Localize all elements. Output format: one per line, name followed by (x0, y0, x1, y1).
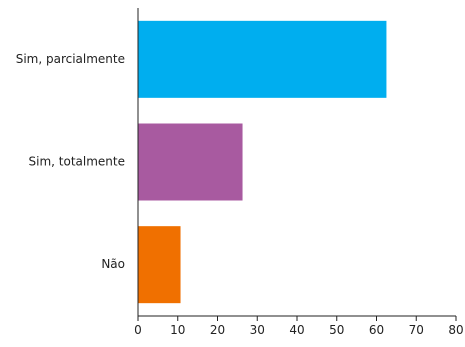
category-label-nao: Não (101, 257, 125, 271)
bars-group (138, 20, 387, 304)
x-tick-label-0: 0 (134, 323, 142, 337)
category-labels: Sim, parcialmente Sim, totalmente Não (16, 52, 125, 271)
x-axis-ticks: 0 10 20 30 40 50 60 70 80 (134, 316, 464, 337)
x-tick-label-20: 20 (210, 323, 225, 337)
bar-sim-totalmente (138, 123, 243, 201)
x-tick-label-60: 60 (369, 323, 384, 337)
x-tick-label-40: 40 (289, 323, 304, 337)
category-label-sim-totalmente: Sim, totalmente (29, 155, 125, 169)
x-tick-label-70: 70 (409, 323, 424, 337)
x-tick-label-30: 30 (250, 323, 265, 337)
bar-nao (138, 226, 181, 304)
x-tick-label-50: 50 (329, 323, 344, 337)
x-tick-label-10: 10 (170, 323, 185, 337)
bar-sim-parcialmente (138, 20, 387, 98)
category-label-sim-parcialmente: Sim, parcialmente (16, 52, 125, 66)
x-tick-label-80: 80 (448, 323, 463, 337)
